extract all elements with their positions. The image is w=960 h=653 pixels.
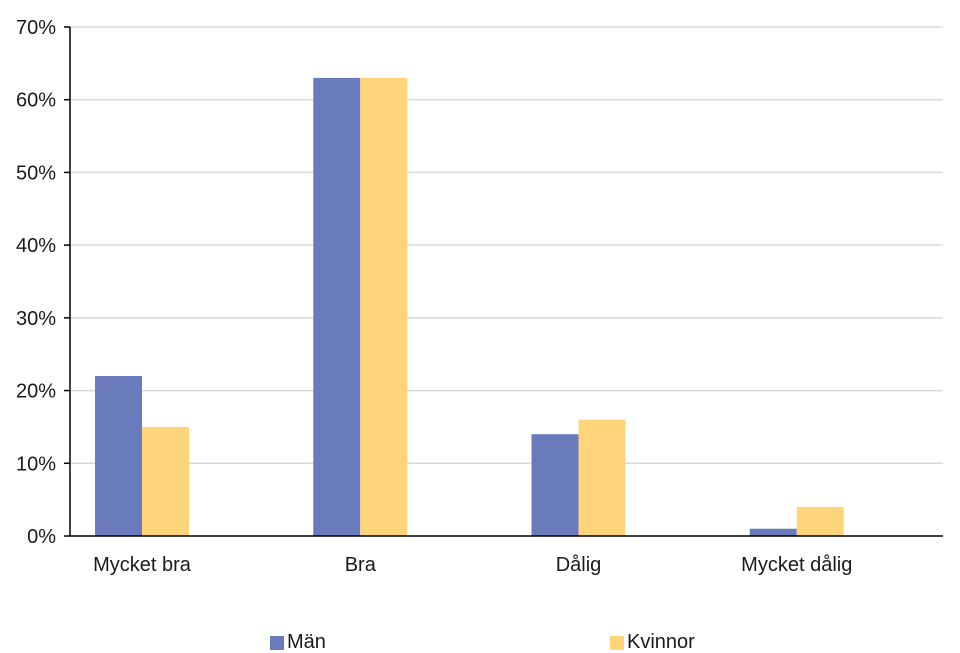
bar-kvinnor <box>796 506 844 536</box>
y-tick-label: 40% <box>16 235 56 257</box>
y-tick-label: 0% <box>27 526 56 548</box>
x-category-label: Dålig <box>556 554 602 576</box>
bar-man <box>531 434 579 536</box>
x-axis-categories: Mycket bra Bra Dålig Mycket dålig <box>93 554 852 576</box>
y-tick-label: 10% <box>16 453 56 475</box>
legend-label-kvinnor: Kvinnor <box>627 631 695 653</box>
bars <box>95 77 844 537</box>
bar-kvinnor <box>360 77 408 537</box>
y-tick-label: 50% <box>16 162 56 184</box>
legend-label-man: Män <box>287 631 326 653</box>
x-category-label: Bra <box>345 554 377 576</box>
legend-swatch-man <box>270 635 284 650</box>
y-tick-label: 70% <box>16 17 56 39</box>
x-category-label: Mycket dålig <box>741 554 852 576</box>
legend-item-man: Män <box>270 632 326 653</box>
bar-chart: 0% 10% 20% 30% 40% 50% 60% 70% Mycket bra Bra Dål… <box>16 17 943 576</box>
bar-man <box>95 376 142 536</box>
bar-man <box>749 528 797 536</box>
axes <box>64 26 943 537</box>
bar-kvinnor <box>142 426 189 536</box>
bar-kvinnor <box>578 419 626 536</box>
legend-item-kvinnor: Kvinnor <box>610 632 695 653</box>
gridlines <box>70 26 943 465</box>
y-axis-ticks: 0% 10% 20% 30% 40% 50% 60% 70% <box>16 17 56 548</box>
y-tick-label: 60% <box>16 90 56 112</box>
legend-swatch-kvinnor <box>610 635 624 650</box>
y-tick-label: 20% <box>16 381 56 403</box>
bar-man <box>313 77 361 537</box>
y-tick-label: 30% <box>16 308 56 330</box>
x-category-label: Mycket bra <box>93 554 192 576</box>
legend: Män Kvinnor <box>0 632 960 653</box>
